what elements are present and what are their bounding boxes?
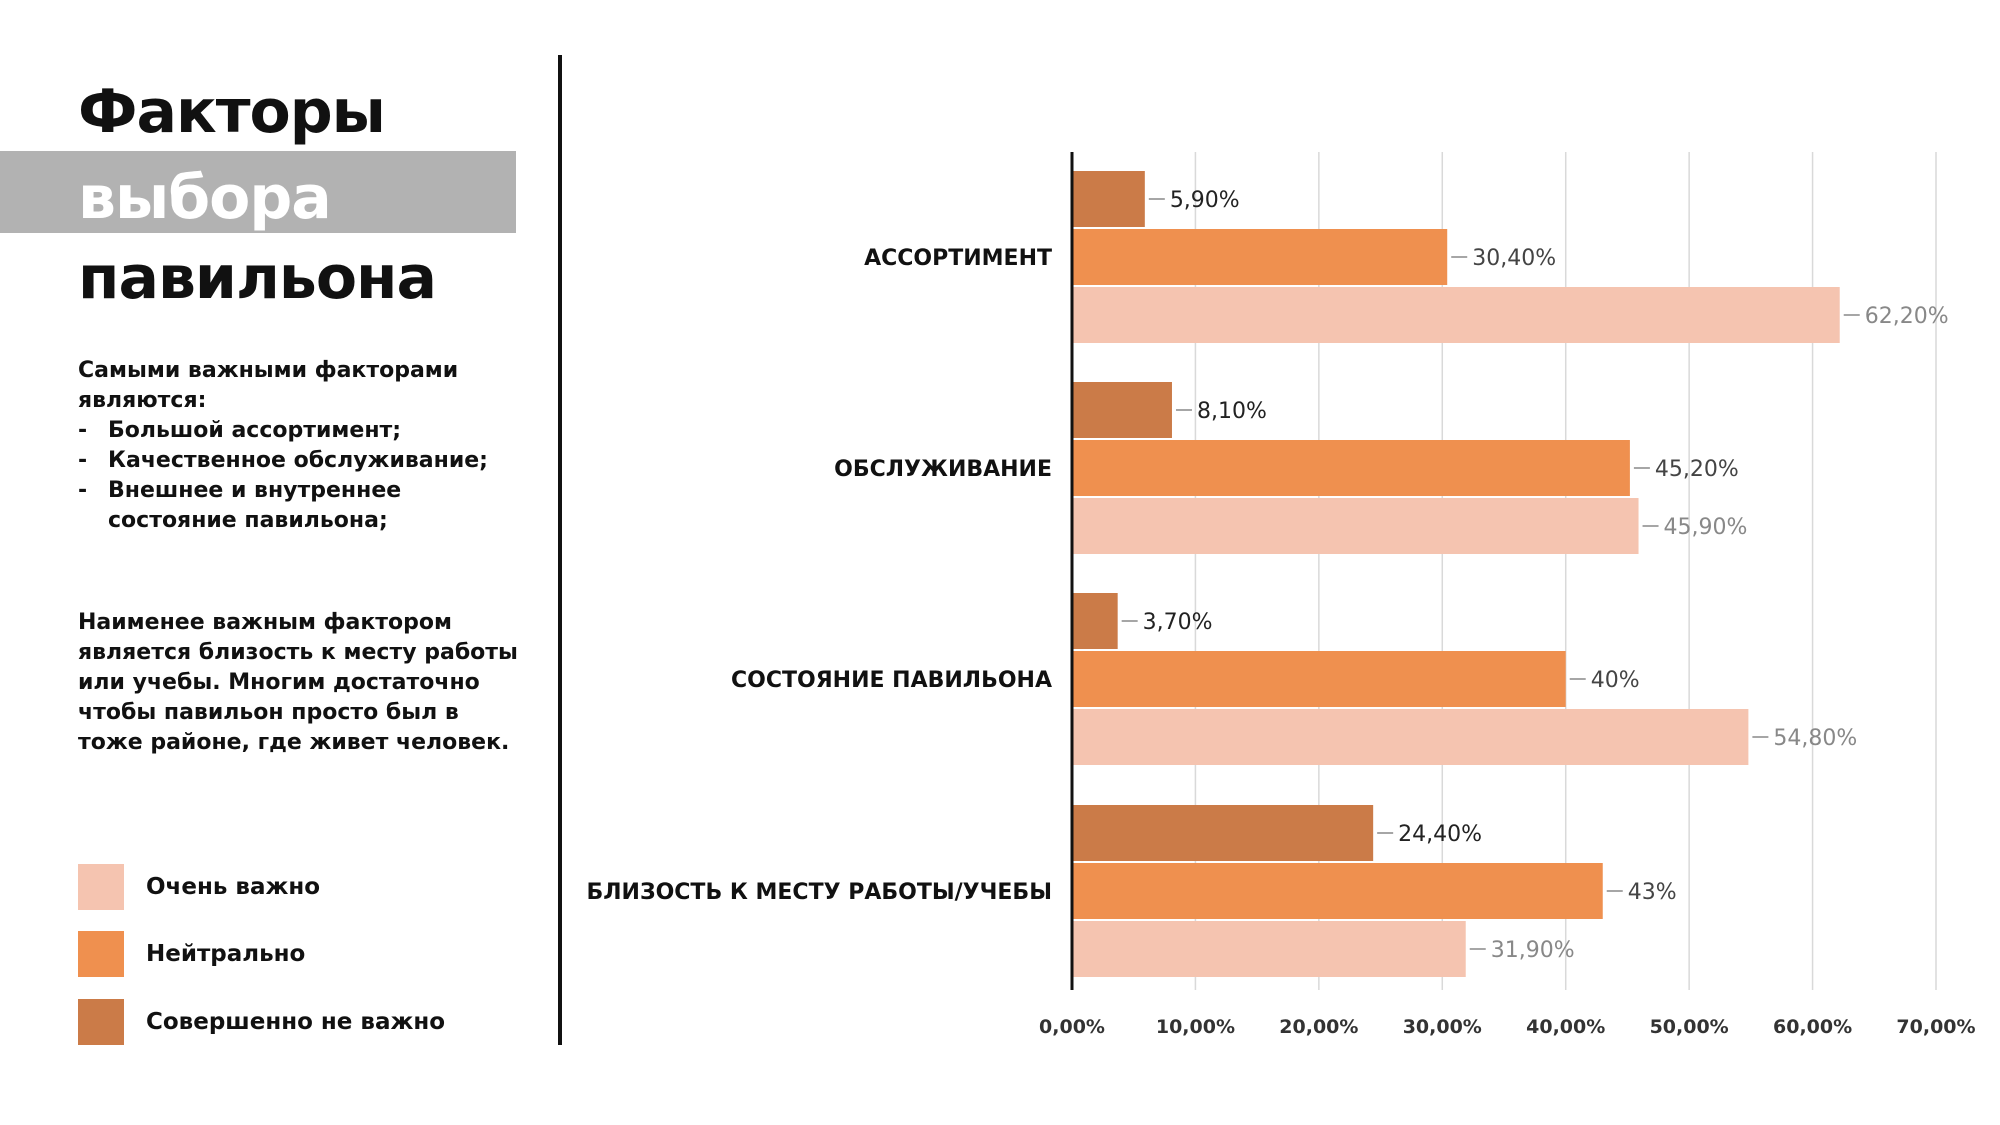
bar [1072,805,1374,861]
data-label: 24,40% [1398,822,1482,847]
title-line-1: Факторы [78,77,386,147]
bar [1072,382,1172,438]
data-label: 31,90% [1491,938,1575,963]
key-factors-list: Большой ассортимент; Качественное обслуж… [78,416,518,536]
data-label: 5,90% [1170,188,1240,213]
bar [1072,593,1118,649]
legend-label: Нейтрально [146,941,306,967]
category-label: ОБСЛУЖИВАНИЕ [834,457,1052,482]
data-label: 40% [1591,668,1640,693]
x-tick-label: 50,00% [1650,1016,1729,1038]
list-item: Качественное обслуживание; [78,446,518,476]
data-label: 3,70% [1143,610,1213,635]
bar [1072,171,1145,227]
legend-item-not-important: Совершенно не важно [78,999,445,1045]
bar [1072,709,1749,765]
legend-swatch-neutral [78,931,124,977]
bar [1072,498,1639,554]
title-line-2: выбора [78,163,332,233]
category-label: БЛИЗОСТЬ К МЕСТУ РАБОТЫ/УЧЕБЫ [587,880,1053,905]
bar [1072,287,1840,343]
legend-label: Очень важно [146,874,321,900]
data-label: 43% [1628,880,1677,905]
legend-swatch-not-important [78,999,124,1045]
x-tick-label: 10,00% [1156,1016,1235,1038]
x-tick-label: 40,00% [1526,1016,1605,1038]
title-line-3: павильона [78,243,437,313]
data-label: 54,80% [1773,726,1857,751]
x-tick-label: 20,00% [1279,1016,1358,1038]
x-tick-label: 60,00% [1773,1016,1852,1038]
bar [1072,863,1603,919]
bar [1072,651,1566,707]
data-label: 62,20% [1865,304,1949,329]
category-label: АССОРТИМЕНТ [864,246,1052,271]
data-label: 45,90% [1664,515,1748,540]
bar [1072,440,1630,496]
data-label: 8,10% [1197,399,1267,424]
list-item: Большой ассортимент; [78,416,518,446]
x-tick-label: 70,00% [1896,1016,1975,1038]
list-item: Внешнее и внутреннее состояние павильона… [78,476,518,536]
title-highlight-band [0,151,516,233]
legend-label: Совершенно не важно [146,1009,446,1035]
category-label: СОСТОЯНИЕ ПАВИЛЬОНА [731,668,1052,693]
data-label: 30,40% [1472,246,1556,271]
vertical-divider [558,55,562,1045]
legend-swatch-very-important [78,864,124,910]
key-factors-text: Самыми важными факторами являются: Больш… [78,356,518,536]
data-label: 45,20% [1655,457,1739,482]
legend-item-very-important: Очень важно [78,864,320,910]
x-tick-label: 30,00% [1403,1016,1482,1038]
legend-item-neutral: Нейтрально [78,931,305,977]
key-factors-intro: Самыми важными факторами являются: [78,358,459,413]
bar [1072,229,1448,285]
bar [1072,921,1466,977]
x-tick-label: 0,00% [1039,1016,1105,1038]
least-important-note: Наименее важным фактором является близос… [78,610,518,755]
